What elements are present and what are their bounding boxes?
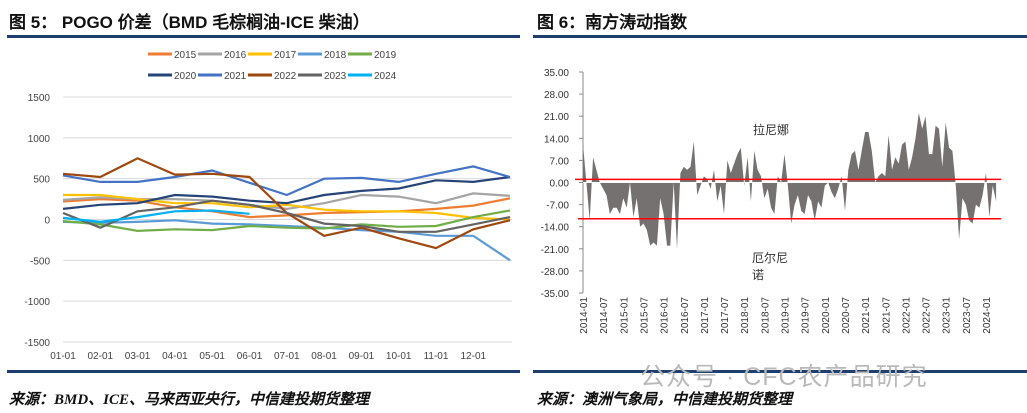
series-line-2020 (62, 175, 511, 210)
x-tick-label: 2021-01 (861, 297, 872, 334)
x-tick-label: 05-01 (199, 351, 225, 362)
x-tick-label: 2016-01 (660, 297, 671, 334)
x-tick-label: 09-01 (349, 351, 375, 362)
left-source: 来源：BMD、ICE、马来西亚央行，中信建投期货整理 (9, 392, 370, 408)
y-tick-label: -1000 (24, 297, 50, 308)
series-line-2019 (62, 209, 511, 233)
y-tick-label: 0.00 (550, 179, 570, 190)
x-tick-label: 07-01 (274, 351, 300, 362)
x-tick-label: 03-01 (125, 351, 151, 362)
y-tick-label: 1000 (28, 134, 51, 145)
legend-label: 2018 (324, 50, 347, 61)
legend-label: 2023 (324, 71, 347, 82)
x-tick-label: 2024-01 (982, 297, 993, 334)
x-tick-label: 2019-01 (781, 297, 792, 334)
series-line-2018 (62, 219, 511, 262)
x-tick-label: 2017-01 (700, 297, 711, 334)
x-tick-label: 2022-07 (922, 297, 933, 334)
right-title-rule (533, 35, 1027, 38)
x-tick-label: 06-01 (237, 351, 263, 362)
watermark: 公众号 · CFC农产品研究 (640, 363, 928, 391)
x-tick-label: 11-01 (424, 351, 449, 362)
y-tick-label: 28.00 (544, 90, 569, 101)
right-bottom-rule (533, 370, 1027, 373)
x-tick-label: 10-01 (386, 351, 412, 362)
x-tick-label: 08-01 (311, 351, 337, 362)
y-tick-label: 21.00 (544, 112, 569, 123)
x-tick-label: 2019-07 (801, 297, 812, 334)
x-tick-label: 2014-01 (579, 297, 590, 334)
x-tick-label: 01-01 (50, 351, 76, 362)
y-tick-label: -21.00 (541, 245, 570, 256)
series-line-2017 (63, 193, 511, 221)
el-nino-label-2: 诺 (752, 268, 764, 282)
x-tick-label: 2014-07 (599, 297, 610, 334)
series-line-2023 (62, 199, 511, 233)
right-chart-title: 图 6：南方涛动指数 (537, 13, 688, 32)
x-tick-label: 04-01 (162, 351, 188, 362)
left-chart-title: 图 5： POGO 价差（BMD 毛棕榈油-ICE 柴油） (9, 13, 370, 32)
y-tick-label: -7.00 (546, 201, 569, 212)
x-tick-label: 2016-07 (680, 297, 691, 334)
la-nina-label: 拉尼娜 (753, 122, 789, 137)
series-line-2021 (62, 165, 511, 197)
legend-label: 2024 (374, 71, 397, 82)
soi-area (583, 113, 997, 249)
y-tick-label: -1500 (24, 338, 50, 349)
x-tick-label: 2018-01 (740, 297, 751, 334)
y-tick-label: 7.00 (550, 156, 570, 167)
x-tick-label: 2020-07 (841, 297, 852, 334)
legend-label: 2015 (174, 50, 197, 61)
right-source: 来源：澳洲气象局，中信建投期货整理 (537, 392, 793, 408)
y-tick-label: -35.00 (541, 289, 570, 300)
legend-label: 2022 (274, 71, 297, 82)
y-tick-label: -14.00 (541, 223, 570, 234)
y-tick-label: 35.00 (544, 68, 569, 79)
x-tick-label: 2015-07 (639, 297, 650, 334)
x-tick-label: 2022-01 (901, 297, 912, 334)
y-tick-label: 500 (33, 175, 50, 186)
series-line-2024 (62, 209, 250, 224)
x-tick-label: 2021-07 (881, 297, 892, 334)
el-nino-label: 厄尔尼 (752, 250, 788, 265)
y-tick-label: 14.00 (544, 134, 569, 145)
x-tick-label: 02-01 (88, 351, 114, 362)
legend-label: 2016 (224, 50, 247, 61)
x-tick-label: 2018-07 (760, 297, 771, 334)
x-tick-label: 2023-01 (942, 297, 953, 334)
x-tick-label: 2020-01 (821, 297, 832, 334)
x-tick-label: 2015-01 (619, 297, 630, 334)
legend-label: 2021 (224, 71, 247, 82)
y-tick-label: -500 (30, 256, 50, 267)
y-tick-label: 1500 (28, 93, 51, 104)
x-tick-label: 2023-07 (962, 297, 973, 334)
x-tick-label: 12-01 (461, 351, 487, 362)
y-tick-label: 0 (44, 216, 50, 227)
legend-label: 2020 (174, 71, 197, 82)
left-title-rule (7, 35, 520, 38)
legend-label: 2017 (274, 50, 297, 61)
x-tick-label: 2017-07 (720, 297, 731, 334)
y-tick-label: -28.00 (541, 267, 570, 278)
legend-label: 2019 (374, 50, 397, 61)
series-line-2015 (62, 197, 511, 219)
left-bottom-rule (7, 370, 520, 373)
